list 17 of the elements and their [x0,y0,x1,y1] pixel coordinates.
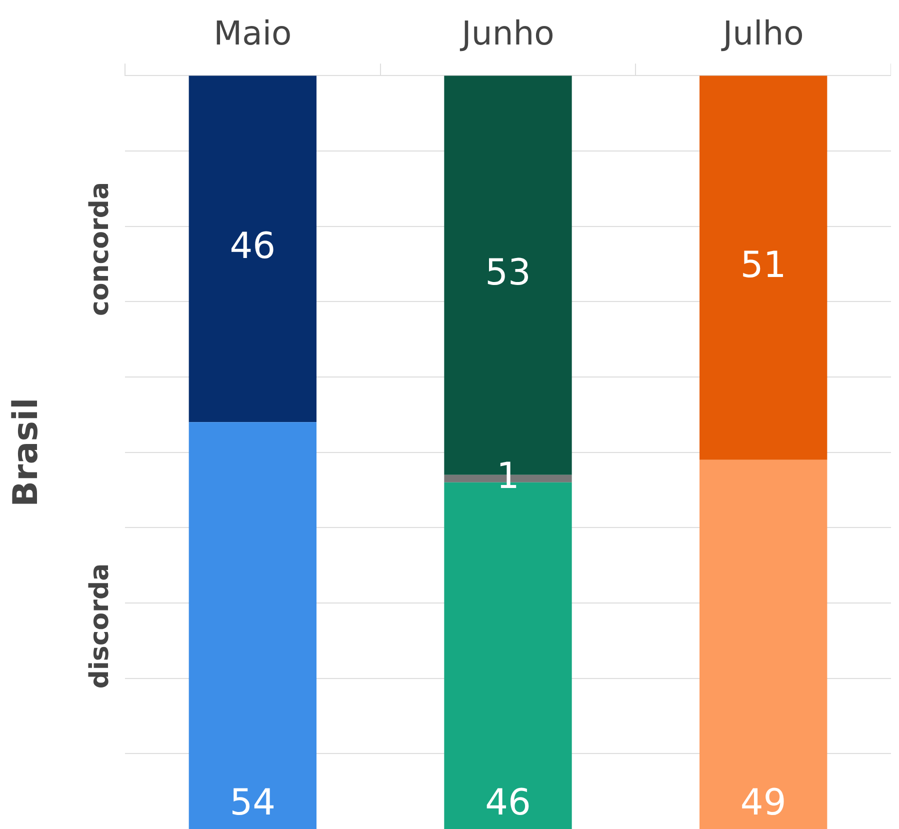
data-label: 46 [485,782,531,824]
x-tick-label: Maio [214,13,292,52]
bar [700,76,828,460]
data-label: 54 [230,782,276,824]
text: concorda [85,182,115,316]
data-label: 49 [740,782,786,824]
data-label: 51 [740,245,786,286]
text: discorda [85,562,115,688]
bar [188,76,316,422]
data-label: 1 [496,456,520,498]
x-tick-label: Junho [460,13,554,52]
data-label: 46 [230,226,276,268]
bar [188,422,316,829]
bar [700,460,828,829]
y-axis-title: Brasil [6,398,46,507]
x-tick-label: Julho [720,13,804,52]
data-label: 53 [485,252,531,294]
